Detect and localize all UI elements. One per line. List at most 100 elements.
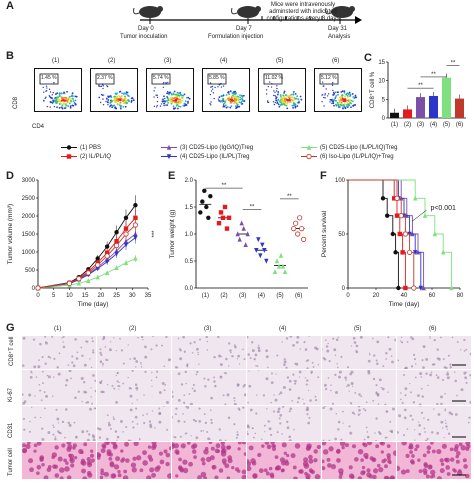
legend-swatch-marker	[66, 154, 72, 159]
histology-cell	[460, 445, 467, 451]
flow-event-dot	[172, 105, 175, 108]
histology-cell	[284, 459, 289, 463]
histology-image	[247, 442, 321, 479]
histology-cell	[22, 393, 24, 396]
histology-cell	[180, 383, 184, 386]
flow-event-dot	[343, 103, 346, 105]
flow-plot	[34, 68, 82, 112]
histology-cell	[220, 442, 225, 446]
histology-cell	[364, 409, 367, 412]
histology-cell	[99, 382, 102, 385]
flow-event-dot	[323, 96, 325, 99]
histology-cell	[411, 418, 414, 421]
histology-cell	[376, 340, 380, 344]
histology-cell	[224, 463, 230, 469]
histology-image	[322, 442, 396, 479]
d-point	[113, 242, 120, 249]
flow-event-dot	[176, 93, 178, 96]
flow-event-dot	[223, 94, 225, 97]
flow-event-dot	[324, 93, 327, 95]
flow-event-dot	[124, 105, 127, 108]
flow-event-dot	[278, 105, 281, 108]
histology-cell	[111, 384, 114, 388]
histology-cell	[254, 353, 258, 357]
histology-cell	[325, 345, 329, 348]
flow-event-dot	[163, 95, 165, 98]
flow-event-dot	[61, 106, 64, 109]
flow-event-dot	[322, 81, 324, 83]
histology-cell	[74, 338, 77, 341]
flow-event-dot	[116, 97, 119, 100]
histology-cell	[47, 375, 51, 379]
histology-cell	[161, 381, 165, 385]
histology-cell	[49, 356, 52, 359]
panel-label-c: C	[364, 52, 372, 64]
histology-cell	[185, 432, 188, 435]
histology-cell	[204, 421, 208, 425]
flow-event-dot	[332, 93, 335, 96]
histology-cell	[210, 446, 215, 451]
flow-event-dot	[346, 105, 348, 108]
histology-cell	[376, 463, 381, 468]
histology-cell	[100, 390, 104, 394]
flow-event-dot	[182, 104, 185, 107]
histology-cell	[334, 437, 338, 441]
panel-label-g: G	[6, 322, 15, 334]
histology-cell	[61, 420, 65, 424]
histology-cell	[438, 357, 440, 360]
histology-cell	[183, 420, 186, 423]
histology-cell	[65, 461, 69, 465]
histology-cell	[71, 361, 74, 364]
histology-cell	[176, 366, 179, 369]
histology-cell	[59, 467, 65, 473]
histology-cell	[340, 355, 343, 358]
histology-cell	[341, 445, 345, 450]
flow-event-dot	[340, 96, 343, 98]
histology-cell	[430, 469, 436, 476]
e-point	[299, 225, 305, 232]
flow-event-dot	[286, 102, 289, 105]
histology-cell	[243, 358, 246, 361]
histology-cell	[129, 394, 133, 398]
flow-event-dot	[183, 93, 186, 96]
histology-cell	[152, 336, 155, 337]
f-point	[407, 249, 413, 255]
d-point	[123, 260, 129, 265]
flow-event-dot	[187, 100, 189, 103]
histology-cell	[248, 384, 252, 388]
d-point	[104, 244, 110, 249]
histology-cell	[283, 360, 287, 364]
histology-cell	[265, 471, 270, 476]
histology-cell	[68, 423, 72, 427]
flow-event-dot	[161, 100, 164, 103]
histology-cell	[444, 457, 450, 463]
histology-cell	[144, 370, 147, 373]
d-point	[76, 280, 82, 286]
timeline-arrowhead	[355, 16, 362, 24]
flow-event-dot	[237, 97, 240, 100]
flow-event-dot	[48, 88, 51, 90]
histology-cell	[54, 436, 57, 438]
histology-cell	[466, 444, 471, 449]
histology-cell	[77, 390, 80, 393]
histology-image	[322, 336, 396, 369]
flow-event-dot	[283, 90, 286, 93]
flow-event-dot	[210, 104, 212, 106]
histology-column-label: (2)	[129, 326, 137, 332]
histology-cell	[282, 406, 285, 408]
histology-cell	[128, 439, 132, 441]
flow-event-dot	[238, 105, 241, 108]
flow-event-dot	[241, 98, 244, 101]
f-point	[397, 231, 402, 237]
histology-cell	[306, 359, 310, 362]
flow-event-dot	[325, 88, 327, 90]
d-point	[35, 285, 41, 291]
histology-cell	[112, 444, 118, 450]
flow-xlabel: CD4	[32, 124, 45, 130]
flow-event-dot	[123, 102, 126, 104]
flow-group-label: (5)	[276, 58, 284, 64]
flow-event-dot	[236, 103, 239, 106]
histology-cell	[456, 394, 458, 397]
histology-cell	[339, 442, 346, 447]
flow-event-dot	[43, 91, 45, 93]
